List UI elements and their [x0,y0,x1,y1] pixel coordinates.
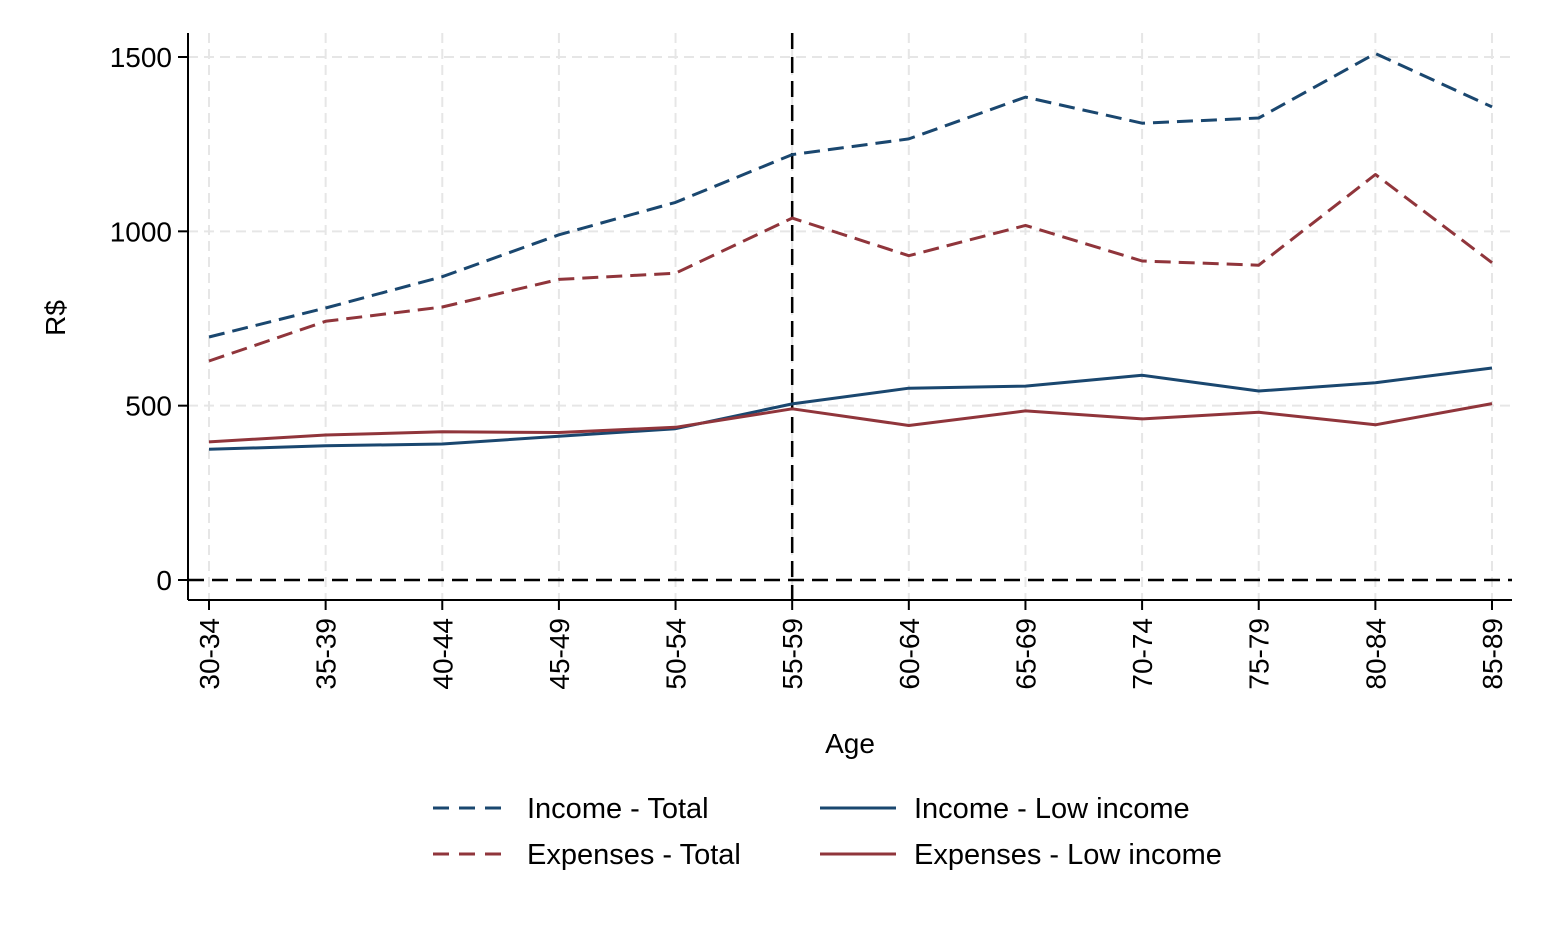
reference-lines [188,33,1512,600]
y-tick-label: 1500 [110,42,172,73]
x-tick-label: 80-84 [1360,618,1391,690]
series-line [208,52,1493,339]
series-line [208,366,1493,451]
x-tick-label: 85-89 [1477,618,1508,690]
x-axis-label: Age [825,728,875,759]
gridlines [188,33,1512,600]
legend-label: Income - Total [527,793,709,825]
x-tick-labels: 30-34 35-39 40-44 45-49 50-54 55-59 60-64 65-69… [194,618,1508,690]
x-tick-label: 40-44 [427,618,458,690]
series-line [208,402,1493,444]
x-tick-label: 65-69 [1010,618,1041,690]
y-tick-label: 1000 [110,216,172,247]
x-tick-label: 75-79 [1244,618,1275,690]
x-tick-label: 45-49 [544,618,575,690]
series-line [208,173,1493,363]
x-tick-label: 60-64 [894,618,925,690]
y-tick-label: 0 [156,565,172,596]
series-lines [208,52,1493,451]
x-tick-label: 30-34 [194,618,225,690]
y-axis-label: R$ [40,300,71,336]
x-tick-label: 55-59 [777,618,808,690]
x-tick-label: 70-74 [1127,618,1158,690]
legend: Income - Total Expenses - Total Income - L… [433,793,1222,871]
y-tick-labels: 0 500 1000 1500 [110,42,172,596]
x-tick-label: 35-39 [311,618,342,690]
x-tick-label: 50-54 [661,618,692,690]
axes [178,33,1512,610]
y-tick-label: 500 [125,391,172,422]
legend-label: Expenses - Low income [914,839,1222,871]
legend-label: Income - Low income [914,793,1190,825]
legend-label: Expenses - Total [527,839,741,871]
